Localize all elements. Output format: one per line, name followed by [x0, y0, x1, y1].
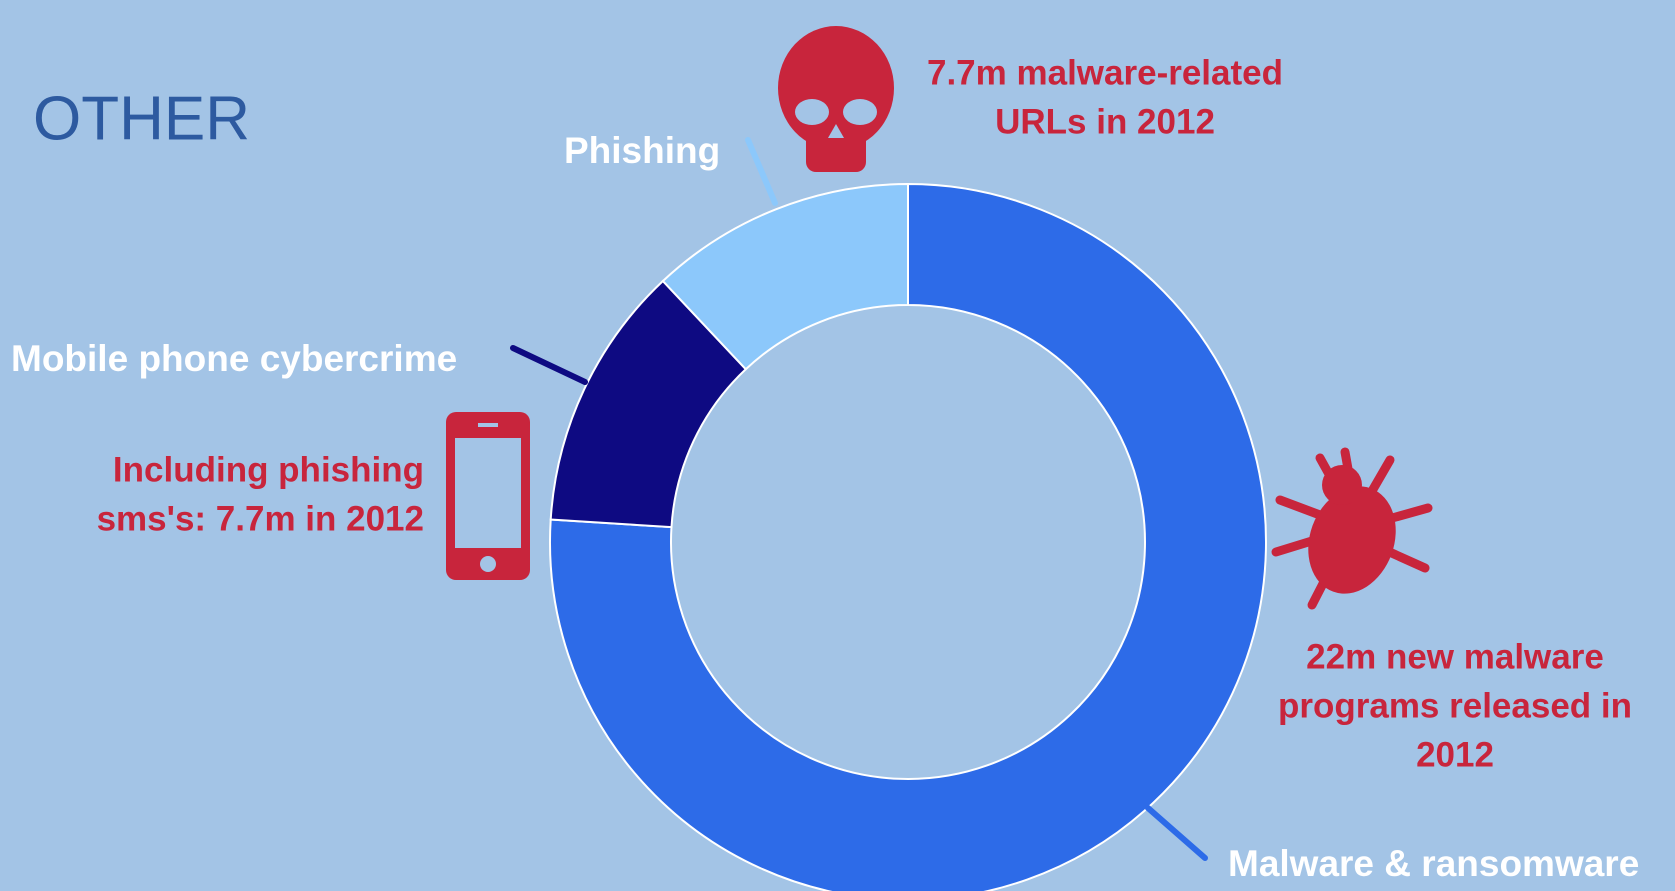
- chart-title: OTHER: [33, 84, 250, 153]
- annotation: 22m new malware: [1306, 637, 1604, 676]
- leader-line: [510, 345, 588, 385]
- bug-icon: [1271, 447, 1433, 610]
- donut-segment: [661, 182, 909, 371]
- annotation: sms's: 7.7m in 2012: [97, 499, 424, 538]
- annotation: 7.7m malware-related: [927, 53, 1283, 92]
- annotation: Including phishing: [113, 450, 424, 489]
- annotation: programs released in: [1278, 686, 1632, 725]
- segment-label: Mobile phone cybercrime: [11, 338, 457, 379]
- leader-line: [745, 137, 778, 206]
- phone-icon: [446, 412, 530, 580]
- leader-line: [1145, 805, 1208, 861]
- segment-label: Phishing: [564, 130, 720, 171]
- segment-label: Malware & ransomware: [1228, 843, 1639, 884]
- skull-icon: [778, 26, 894, 172]
- annotation: 2012: [1416, 735, 1494, 774]
- annotation: URLs in 2012: [995, 102, 1215, 141]
- donut-segment: [549, 182, 1267, 891]
